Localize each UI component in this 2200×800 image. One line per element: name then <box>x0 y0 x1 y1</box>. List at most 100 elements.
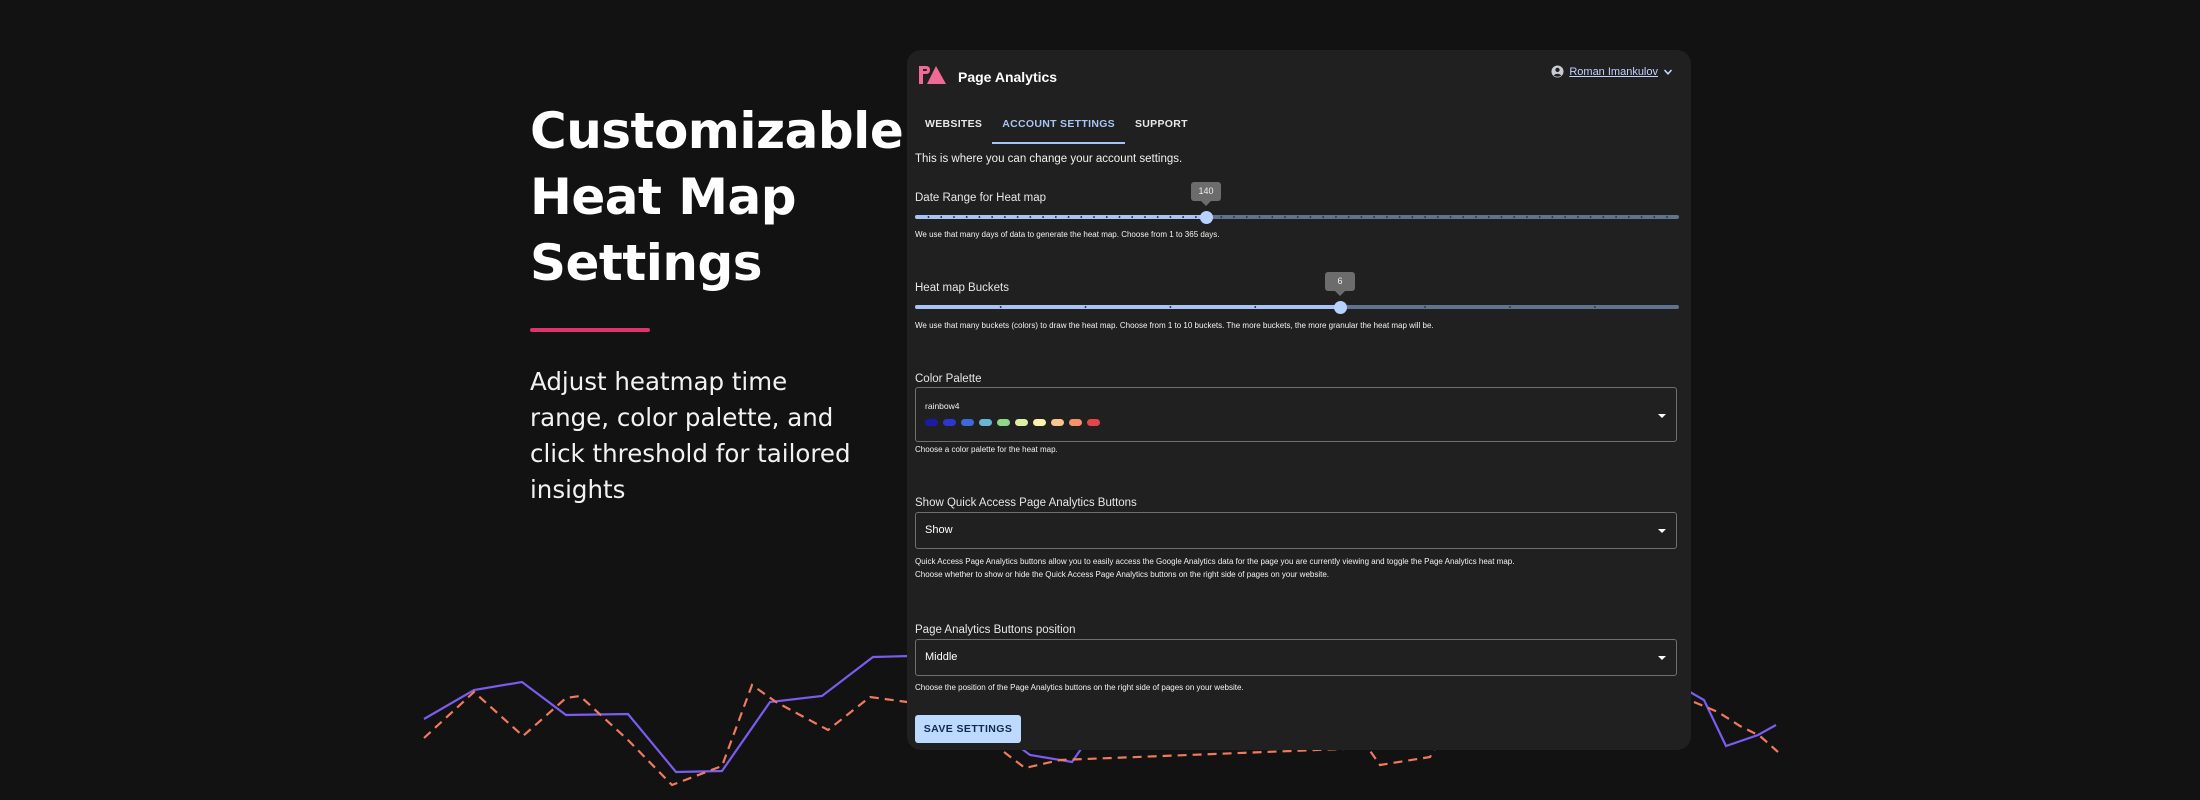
slider-tick <box>1093 216 1095 218</box>
buckets-help: We use that many buckets (colors) to dra… <box>915 321 1434 330</box>
slider-tick <box>1169 216 1172 218</box>
slider-tick <box>1042 216 1044 218</box>
palette-swatch <box>1087 419 1100 426</box>
hero-divider <box>530 328 650 332</box>
slider-tick <box>1653 216 1656 218</box>
date-range-slider[interactable]: 140 <box>915 182 1679 227</box>
tab-support[interactable]: SUPPORT <box>1134 118 1188 130</box>
buckets-slider[interactable]: 6 <box>915 272 1679 317</box>
slider-tick <box>1182 216 1184 218</box>
slider-tick <box>965 216 968 218</box>
slider-value-label: 6 <box>1325 272 1355 296</box>
quick-access-help-line: Quick Access Page Analytics buttons allo… <box>915 557 1515 566</box>
user-name-link[interactable]: Roman Imankulov <box>1569 65 1658 78</box>
app-header: Page Analytics Roman Imankulov <box>907 50 1691 102</box>
slider-tick <box>1055 216 1057 218</box>
user-menu[interactable]: Roman Imankulov <box>1551 65 1673 78</box>
slider-tick <box>1084 306 1087 308</box>
slider-tick <box>1004 216 1006 218</box>
slider-tick <box>1488 216 1490 218</box>
palette-swatch <box>1051 419 1064 426</box>
slider-tick <box>1016 216 1019 218</box>
slider-ticks <box>999 306 1596 308</box>
slider-tick <box>1437 216 1439 218</box>
palette-swatch <box>943 419 956 426</box>
date-range-help: We use that many days of data to generat… <box>915 230 1220 239</box>
slider-tick <box>927 216 930 218</box>
slider-tick <box>1577 216 1579 218</box>
slider-tick <box>1615 216 1617 218</box>
hero-title-line: Settings <box>530 234 763 292</box>
slider-tick <box>1360 216 1363 218</box>
slider-tick <box>1322 216 1324 218</box>
slider-tick <box>1169 306 1172 308</box>
slider-tick <box>1156 216 1159 218</box>
palette-swatch <box>979 419 992 426</box>
slider-tick <box>1284 216 1286 218</box>
tab-account-settings[interactable]: ACCOUNT SETTINGS <box>992 118 1125 144</box>
slider-tick <box>1297 216 1299 218</box>
slider-tick <box>1513 216 1515 218</box>
palette-swatches <box>925 419 1100 426</box>
palette-swatch <box>1069 419 1082 426</box>
quick-access-label: Show Quick Access Page Analytics Buttons <box>915 497 1137 509</box>
slider-tick <box>1475 216 1477 218</box>
tab-websites[interactable]: WEBSITES <box>925 118 983 130</box>
slider-tick <box>978 216 981 218</box>
slider-tick <box>1233 216 1235 218</box>
slider-tick <box>1594 306 1596 308</box>
color-palette-help: Choose a color palette for the heat map. <box>915 445 1058 454</box>
slider-tick <box>1500 216 1503 218</box>
slider-tick <box>1551 216 1554 218</box>
buckets-label: Heat map Buckets <box>915 282 1009 294</box>
color-palette-select[interactable]: rainbow4 <box>915 387 1677 442</box>
quick-access-help-line: Choose whether to show or hide the Quick… <box>915 570 1330 579</box>
slider-tick <box>1666 216 1668 218</box>
quick-access-select[interactable]: Show <box>915 512 1677 549</box>
slider-tick <box>1386 216 1388 218</box>
settings-panel: Page Analytics Roman Imankulov WEBSITES … <box>907 50 1691 750</box>
slider-tick <box>1106 216 1108 218</box>
caret-down-icon <box>1658 656 1666 660</box>
caret-down-icon <box>1658 529 1666 533</box>
slider-tick <box>1462 216 1465 218</box>
slider-tick <box>1398 216 1401 218</box>
slider-ticks <box>927 216 1668 218</box>
slider-tick <box>1246 216 1248 218</box>
hero-title: Customizable Heat Map Settings <box>530 98 904 296</box>
slider-tick <box>1309 216 1312 218</box>
slider-track-fill <box>915 215 1206 219</box>
buttons-position-help: Choose the position of the Page Analytic… <box>915 683 1244 692</box>
account-circle-icon <box>1551 65 1564 78</box>
slider-value-label: 140 <box>1191 182 1221 206</box>
palette-swatch <box>961 419 974 426</box>
slider-tick <box>1640 216 1643 218</box>
chevron-down-icon[interactable] <box>1663 67 1673 77</box>
hero-subtitle: Adjust heatmap time range, color palette… <box>530 367 851 504</box>
decorative-solid-line-right <box>1689 691 1777 748</box>
slider-tick <box>1628 216 1630 218</box>
hero-section: Customizable Heat Map Settings Adjust he… <box>530 98 904 508</box>
slider-track-fill <box>915 305 1340 309</box>
slider-tick <box>1258 216 1261 218</box>
slider-thumb[interactable] <box>1200 211 1213 224</box>
caret-down-icon <box>1658 414 1666 418</box>
palette-swatch <box>925 419 938 426</box>
nav-tabs: WEBSITES ACCOUNT SETTINGS SUPPORT <box>915 118 1198 144</box>
slider-tick <box>1538 216 1541 218</box>
slider-tick <box>991 216 993 218</box>
slider-tick <box>1080 216 1083 218</box>
decorative-dashed-line-under-panel <box>1003 739 1441 770</box>
buttons-position-selected: Middle <box>925 651 958 663</box>
slider-tick <box>1220 216 1223 218</box>
decorative-dashed-line <box>423 683 908 787</box>
slider-tick <box>1526 216 1528 218</box>
buttons-position-select[interactable]: Middle <box>915 639 1677 676</box>
save-settings-button[interactable]: SAVE SETTINGS <box>915 715 1021 743</box>
slider-tick <box>940 216 942 218</box>
decorative-dashed-line-right <box>1693 700 1779 753</box>
slider-tick <box>1029 216 1032 218</box>
slider-tick <box>1602 216 1605 218</box>
slider-thumb[interactable] <box>1334 301 1347 314</box>
